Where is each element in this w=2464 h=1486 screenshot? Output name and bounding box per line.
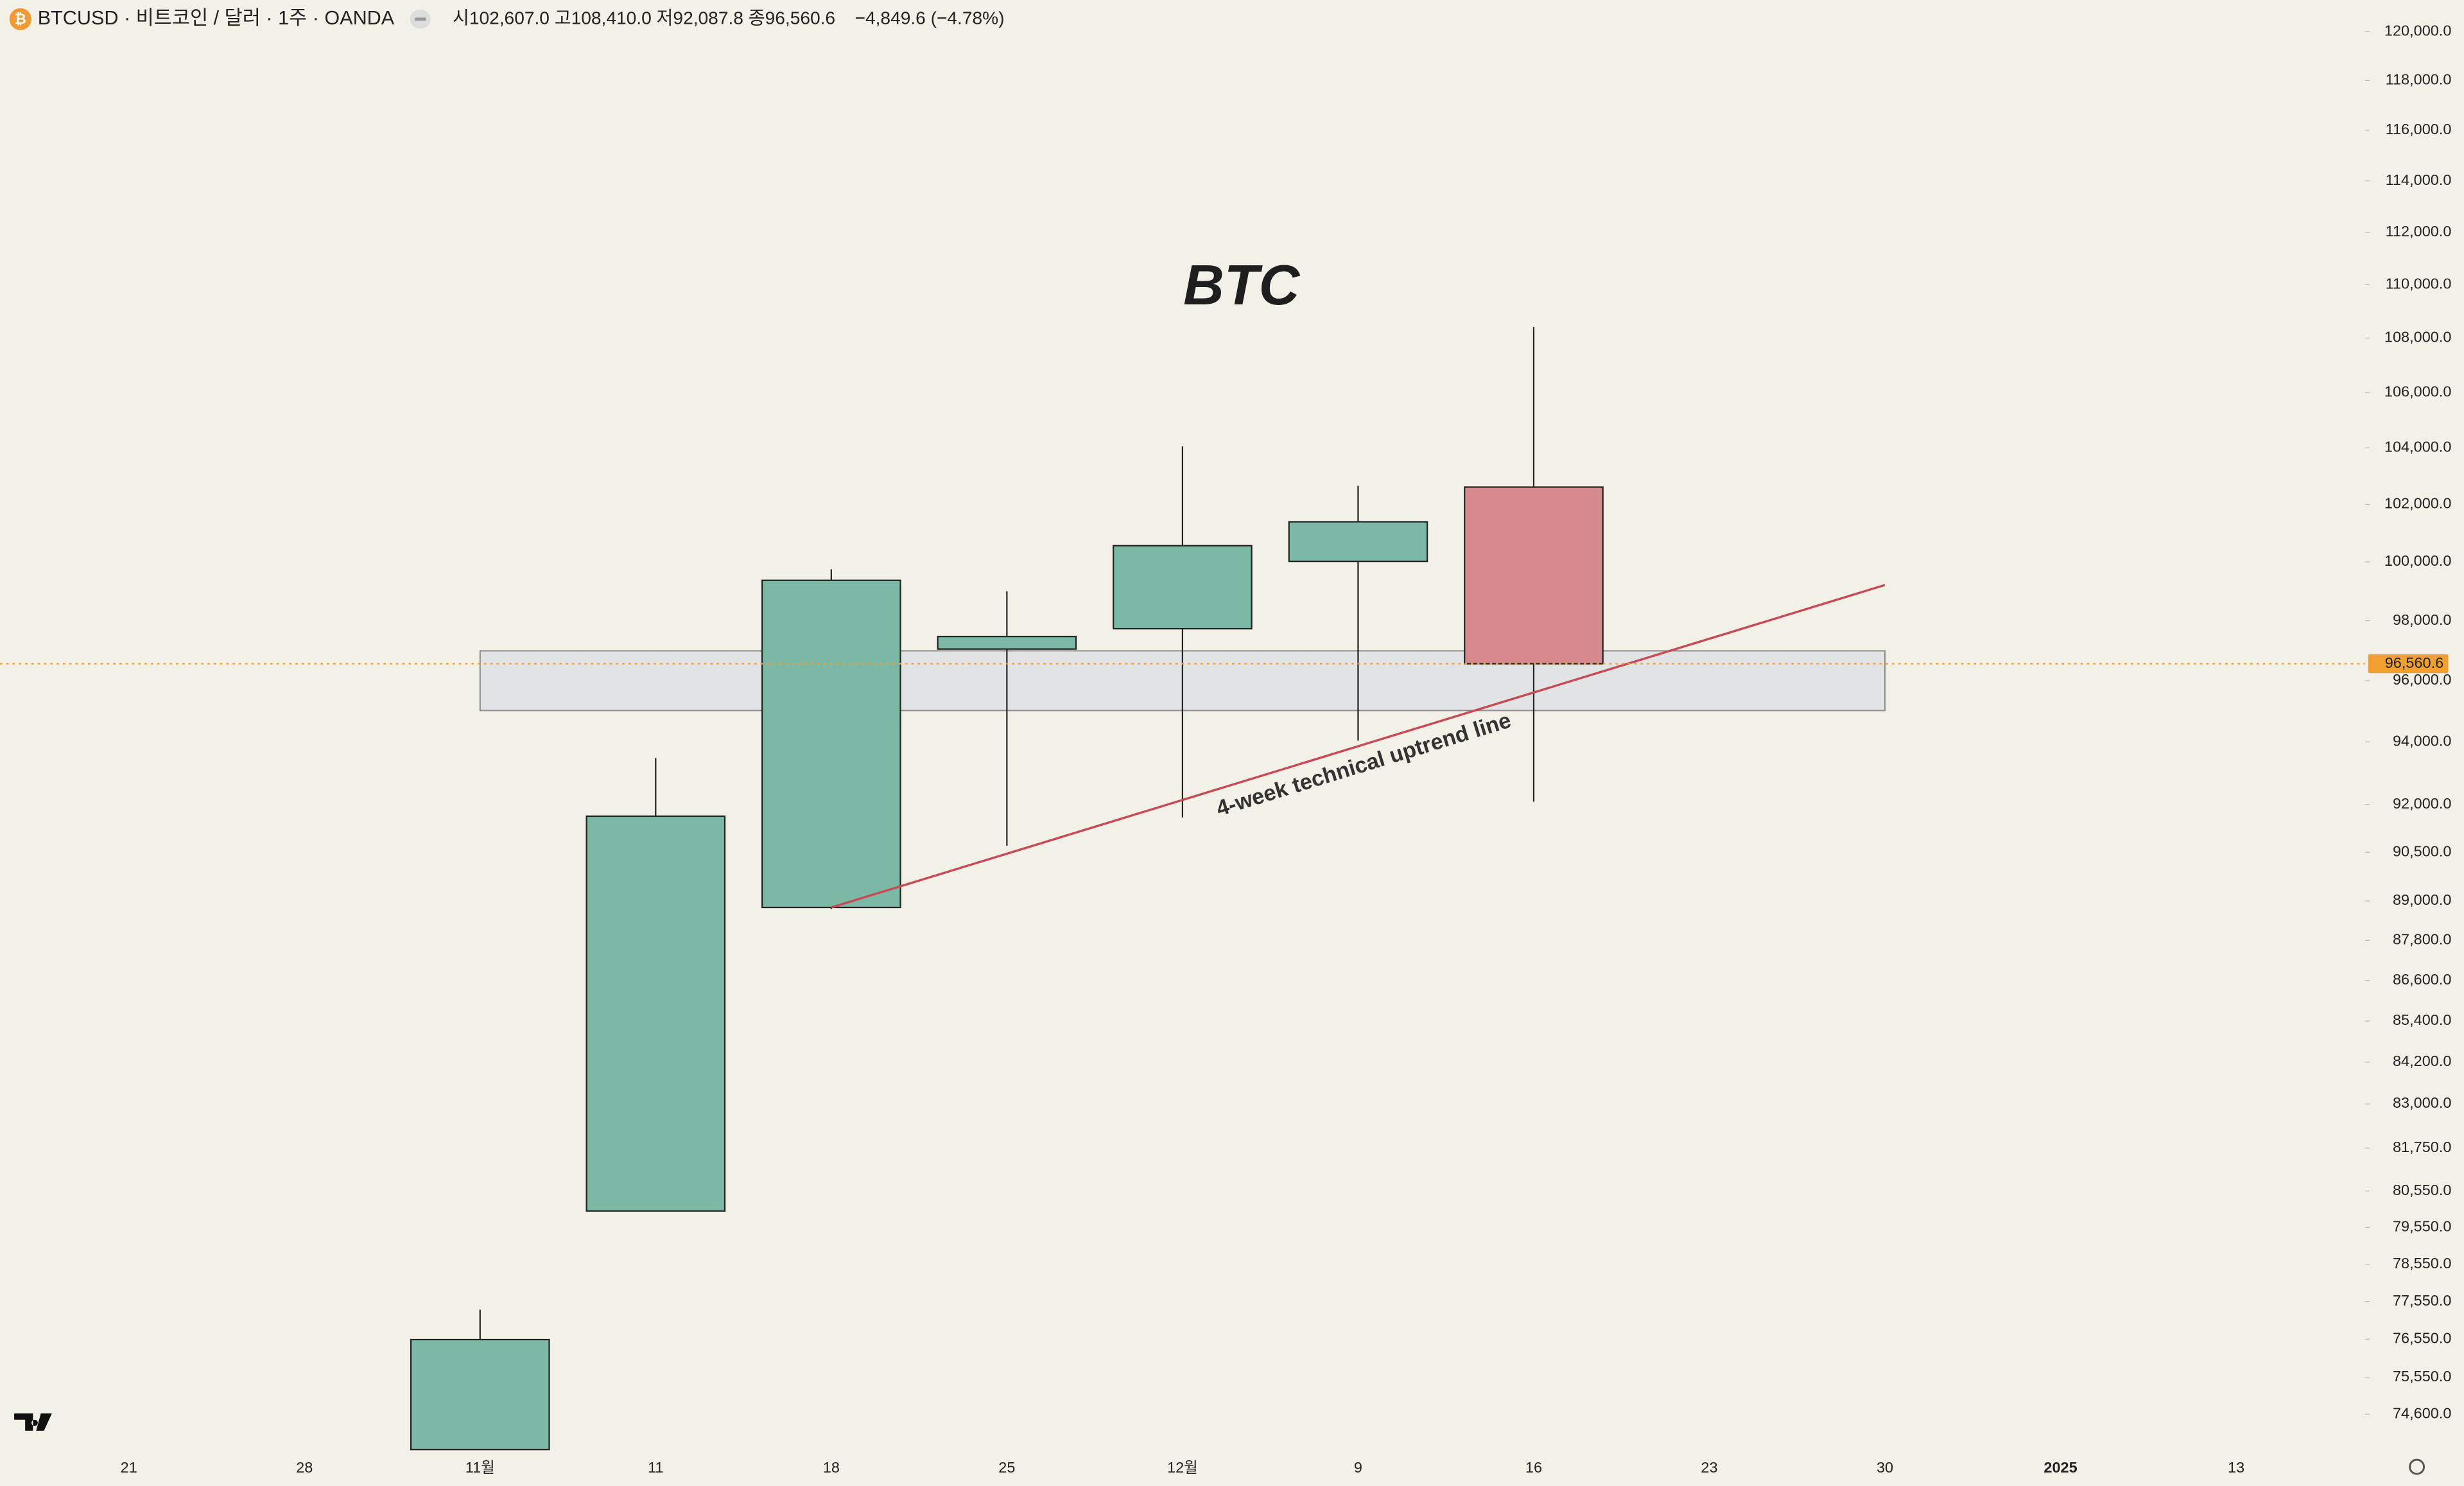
x-tick-label: 11월 <box>465 1459 495 1476</box>
bitcoin-icon-glyph: ₿ <box>15 11 26 27</box>
last-price-box <box>2368 654 2449 674</box>
y-tick-label: 110,000.0 <box>2386 275 2452 292</box>
y-tick-label: 100,000.0 <box>2384 552 2451 569</box>
y-tick-label: 92,000.0 <box>2393 795 2451 812</box>
candle <box>1464 327 1604 802</box>
x-tick-label: 2025 <box>2043 1459 2077 1476</box>
x-tick-label: 9 <box>1354 1459 1362 1476</box>
y-tick-label: 112,000.0 <box>2386 223 2452 240</box>
trend-line <box>831 584 1886 909</box>
x-tick-label: 21 <box>121 1459 137 1476</box>
y-tick-label: 90,500.0 <box>2393 843 2451 859</box>
y-tick-label: 114,000.0 <box>2386 171 2452 188</box>
symbol: BTCUSD · 비트코인 / 달러 · 1주 · OANDA <box>38 7 395 29</box>
y-tick-label: 96,000.0 <box>2393 671 2451 688</box>
ohlc: 시102,607.0 고108,410.0 저92,087.8 종96,560.… <box>453 8 835 28</box>
candle-body <box>1113 545 1253 630</box>
x-tick-label: 16 <box>1525 1459 1542 1476</box>
candle-body <box>761 579 901 909</box>
settings-button[interactable] <box>2409 1458 2425 1475</box>
y-tick-label: 80,550.0 <box>2393 1182 2451 1198</box>
x-tick-label: 11 <box>648 1459 663 1476</box>
y-tick-label: 76,550.0 <box>2393 1330 2451 1347</box>
y-tick-label: 104,000.0 <box>2384 439 2451 455</box>
x-tick-label: 18 <box>823 1459 840 1476</box>
candle <box>1113 446 1253 817</box>
x-tick-label: 28 <box>296 1459 313 1476</box>
x-tick-label: 23 <box>1701 1459 1717 1476</box>
y-tick-label: 120,000.0 <box>2384 22 2451 39</box>
candle <box>761 569 901 909</box>
candle <box>586 758 726 1212</box>
y-tick-label: 74,600.0 <box>2393 1404 2451 1421</box>
tradingview-logo[interactable] <box>14 1413 52 1431</box>
y-tick-label: 98,000.0 <box>2393 611 2451 628</box>
y-tick-label: 118,000.0 <box>2386 71 2452 88</box>
y-tick-label: 116,000.0 <box>2386 121 2452 137</box>
y-tick-label: 86,600.0 <box>2393 971 2451 988</box>
x-tick-label: 30 <box>1877 1459 1893 1476</box>
candle <box>937 591 1077 846</box>
y-tick-label: 83,000.0 <box>2393 1094 2451 1111</box>
bitcoin-icon <box>9 8 31 30</box>
y-tick-label: 87,800.0 <box>2393 931 2451 948</box>
change: −4,849.6 (−4.78%) <box>855 8 1005 28</box>
collapse-icon <box>415 17 426 21</box>
y-tick-label: 79,550.0 <box>2393 1218 2451 1234</box>
x-tick-label: 25 <box>998 1459 1015 1476</box>
y-tick-label: 89,000.0 <box>2393 891 2451 908</box>
candle-body <box>1464 486 1604 665</box>
y-tick-label: 75,550.0 <box>2393 1368 2451 1385</box>
y-tick-label: 84,200.0 <box>2393 1053 2451 1069</box>
y-tick-label: 77,550.0 <box>2393 1292 2451 1309</box>
x-tick-label: 12월 <box>1167 1459 1198 1476</box>
y-tick-label: 102,000.0 <box>2384 495 2451 512</box>
candle-body <box>410 1338 550 1451</box>
candle <box>410 1309 550 1451</box>
candle <box>1288 485 1428 741</box>
candle-body <box>586 815 726 1212</box>
y-tick-label: 78,550.0 <box>2393 1255 2451 1272</box>
candle-body <box>1288 521 1428 563</box>
x-tick-label: 13 <box>2228 1459 2244 1476</box>
plot-area: 4-week technical uptrend line <box>410 327 1886 1451</box>
y-tick-label: 108,000.0 <box>2384 329 2451 345</box>
y-tick-label: 85,400.0 <box>2393 1011 2451 1028</box>
candle-body <box>937 636 1077 650</box>
y-tick-label: 94,000.0 <box>2393 733 2451 749</box>
last-price-label: 96,560.6 <box>2385 654 2443 671</box>
y-tick-label: 81,750.0 <box>2393 1139 2451 1155</box>
y-tick-label: 106,000.0 <box>2384 383 2451 399</box>
chart-title: BTC <box>1183 253 1300 317</box>
